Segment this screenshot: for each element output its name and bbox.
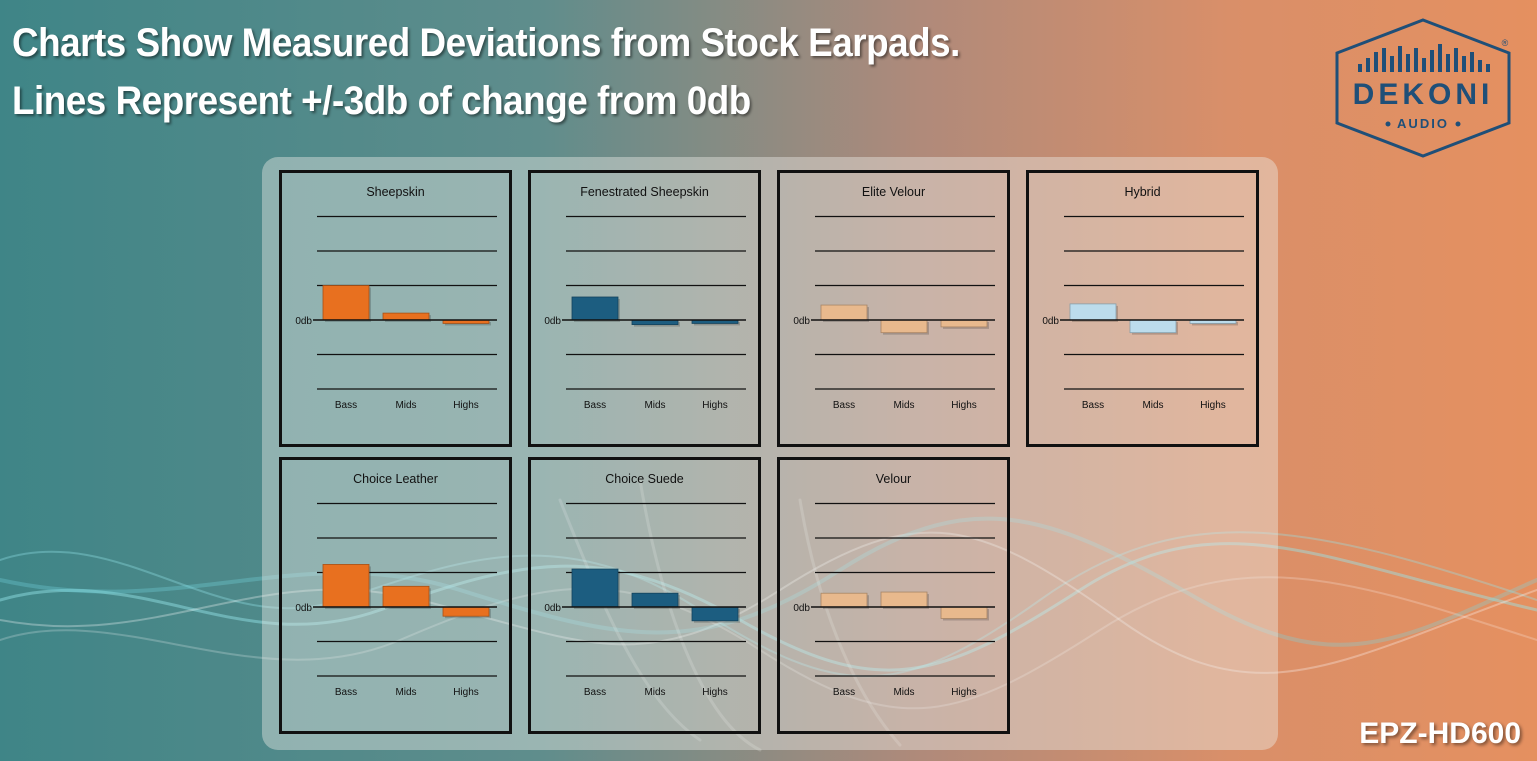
category-label: Bass — [833, 687, 855, 698]
zero-label: 0db — [793, 603, 810, 614]
chart-elite-velour: Elite Velour 0db Bass Mids Highs — [777, 170, 1010, 447]
bar-bass — [820, 592, 868, 608]
bar-highs — [691, 606, 739, 622]
chart-title: Elite Velour — [862, 185, 925, 199]
logo-brand: DEKONI — [1353, 78, 1494, 111]
bar-highs — [442, 606, 490, 617]
chart-choice-suede: Choice Suede 0db Bass Mids Highs — [528, 457, 761, 734]
category-label: Highs — [453, 687, 479, 698]
bar-bass — [571, 568, 619, 608]
zero-label: 0db — [1042, 316, 1059, 327]
bar-bass — [571, 296, 619, 321]
chart-hybrid: Hybrid 0db Bass Mids Highs — [1026, 170, 1259, 447]
category-label: Mids — [395, 687, 416, 698]
bar-mids — [880, 319, 928, 334]
charts-panel — [262, 157, 1278, 750]
category-label: Bass — [335, 687, 357, 698]
logo-sub: AUDIO — [1397, 116, 1449, 131]
headline-line-1: Charts Show Measured Deviations from Sto… — [12, 21, 960, 65]
chart-title: Choice Leather — [353, 472, 438, 486]
headline: Charts Show Measured Deviations from Sto… — [12, 14, 960, 130]
chart-fenestrated-sheepskin: Fenestrated Sheepskin 0db Bass Mids Highs — [528, 170, 761, 447]
zero-label: 0db — [544, 316, 561, 327]
bar-highs — [940, 319, 988, 328]
chart-velour: Velour 0db Bass Mids Highs — [777, 457, 1010, 734]
bar-mids — [631, 592, 679, 608]
zero-label: 0db — [793, 316, 810, 327]
chart-choice-leather: Choice Leather 0db Bass Mids Highs — [279, 457, 512, 734]
zero-label: 0db — [295, 603, 312, 614]
category-label: Highs — [951, 687, 977, 698]
category-label: Bass — [833, 400, 855, 411]
bar-bass — [322, 285, 370, 321]
category-label: Highs — [702, 400, 728, 411]
category-label: Mids — [893, 687, 914, 698]
zero-label: 0db — [544, 603, 561, 614]
bar-highs — [940, 606, 988, 619]
category-label: Highs — [951, 400, 977, 411]
category-label: Mids — [644, 687, 665, 698]
bar-mids — [1129, 319, 1177, 334]
zero-label: 0db — [295, 316, 312, 327]
bar-bass — [1069, 303, 1117, 321]
chart-title: Choice Suede — [605, 472, 684, 486]
chart-title: Sheepskin — [366, 185, 424, 199]
model-label: EPZ-HD600 — [1359, 717, 1521, 750]
dekoni-logo: DEKONI AUDIO ® — [1335, 18, 1511, 158]
category-label: Highs — [453, 400, 479, 411]
category-label: Mids — [893, 400, 914, 411]
category-label: Mids — [395, 400, 416, 411]
chart-title: Velour — [876, 472, 911, 486]
bar-bass — [820, 304, 868, 321]
registered-mark: ® — [1502, 38, 1509, 48]
category-label: Bass — [584, 687, 606, 698]
chart-title: Fenestrated Sheepskin — [580, 185, 709, 199]
category-label: Highs — [1200, 400, 1226, 411]
equalizer-icon — [1358, 44, 1490, 72]
category-label: Mids — [1142, 400, 1163, 411]
category-label: Highs — [702, 687, 728, 698]
category-label: Mids — [644, 400, 665, 411]
bar-bass — [322, 564, 370, 608]
bar-mids — [382, 312, 430, 321]
category-label: Bass — [584, 400, 606, 411]
category-label: Bass — [335, 400, 357, 411]
bar-mids — [382, 585, 430, 608]
chart-title: Hybrid — [1124, 185, 1160, 199]
headline-line-2: Lines Represent +/-3db of change from 0d… — [12, 79, 751, 123]
chart-sheepskin: Sheepskin 0db Bass Mids Highs — [279, 170, 512, 447]
category-label: Bass — [1082, 400, 1104, 411]
bar-mids — [880, 591, 928, 608]
